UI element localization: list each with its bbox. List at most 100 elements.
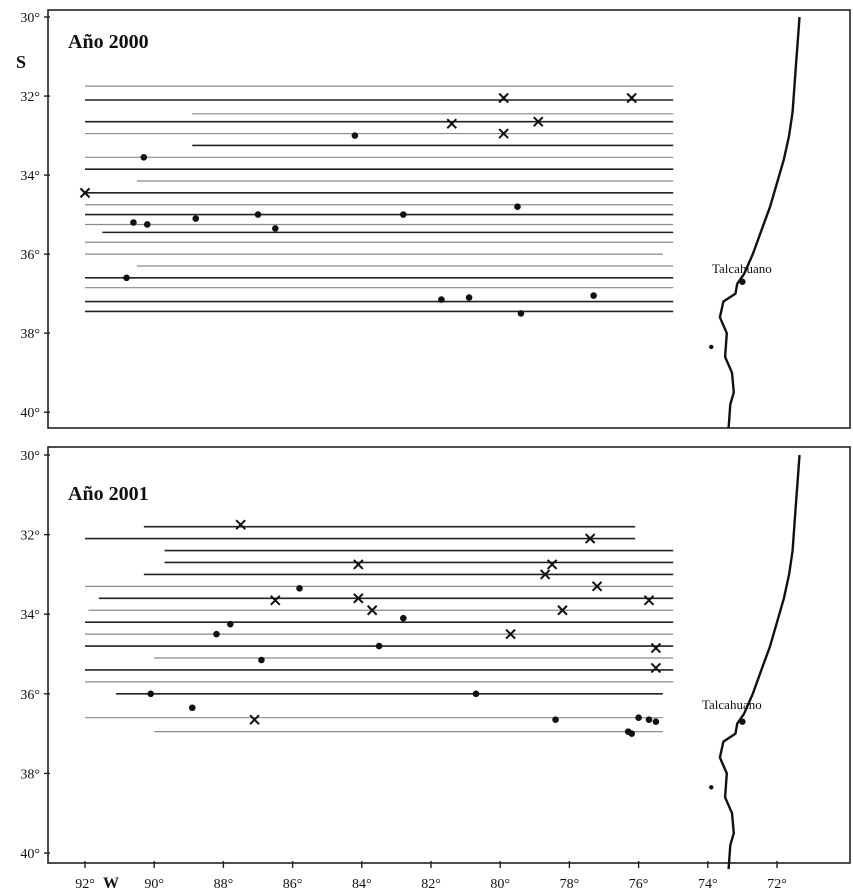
lon-tick-label: 86°	[283, 877, 303, 892]
port-marker	[739, 718, 746, 725]
station-cross	[650, 642, 662, 654]
cross-stroke	[79, 187, 91, 199]
station-cross	[353, 593, 364, 604]
station-dot	[400, 614, 407, 622]
latitude-axis: 30° 32° 34° 36° 38° 40°	[20, 449, 50, 862]
longitude-axis: 92° 90° 88° 86° 84° 82° 80° 78° 76° 74° 72°	[75, 861, 787, 892]
station-cross	[533, 116, 544, 127]
cross-stroke	[584, 533, 596, 544]
transect-lines	[85, 525, 674, 733]
station-dot	[143, 221, 151, 228]
cross-stroke	[650, 642, 662, 654]
lat-tick-label: 36°	[20, 688, 40, 703]
chile-coastline	[709, 454, 801, 870]
station-cross	[353, 559, 364, 570]
station-cross	[366, 605, 378, 616]
cross-stroke	[353, 559, 364, 570]
station-dot	[645, 716, 653, 723]
station-cross	[546, 559, 558, 570]
lon-tick-label: 78°	[560, 877, 580, 892]
longitude-hemisphere-label: W	[103, 875, 119, 892]
island-mocha	[709, 785, 714, 790]
station-cross	[584, 533, 596, 544]
station-dot	[140, 153, 148, 161]
lat-tick-label: 34°	[20, 169, 40, 184]
coastline	[718, 454, 801, 870]
cross-stroke	[626, 92, 637, 104]
lon-tick-label: 90°	[144, 877, 164, 892]
station-dot	[652, 718, 660, 725]
station-cross	[505, 628, 516, 640]
station-cross	[498, 92, 509, 104]
lon-tick-label: 82°	[421, 877, 441, 892]
cross-stroke	[539, 569, 551, 580]
station-dot	[514, 203, 521, 210]
station-dot	[628, 730, 635, 737]
cross-stroke	[591, 581, 603, 592]
lon-tick-label: 80°	[490, 877, 510, 892]
lat-tick-label: 34°	[20, 608, 40, 623]
island-mocha	[709, 344, 714, 350]
lat-tick-label: 30°	[20, 11, 40, 26]
station-dot	[472, 690, 480, 698]
cross-stroke	[546, 559, 558, 570]
station-dot	[123, 274, 130, 282]
station-markers	[147, 519, 662, 737]
port-label: Talcahuano	[702, 697, 762, 712]
latitude-hemisphere-label: S	[16, 52, 26, 72]
cross-stroke	[353, 593, 364, 604]
station-dot	[465, 294, 473, 301]
cross-stroke	[505, 628, 516, 640]
station-dot	[375, 642, 383, 650]
station-markers	[79, 92, 637, 317]
map-frame	[47, 446, 851, 864]
port-marker	[739, 278, 746, 285]
station-dot	[590, 292, 597, 299]
lat-tick-label: 32°	[20, 529, 40, 544]
latitude-axis: 30° 32° 34° 36° 38° 40°	[20, 11, 50, 421]
station-dot	[296, 585, 303, 592]
station-cross	[79, 187, 91, 199]
lon-tick-label: 74°	[698, 877, 718, 892]
station-dot	[351, 132, 359, 139]
coastline	[718, 16, 801, 429]
station-cross	[446, 118, 457, 129]
station-dot	[254, 211, 262, 218]
station-cross	[235, 519, 246, 530]
cross-stroke	[235, 519, 246, 530]
lat-tick-label: 40°	[20, 847, 40, 862]
station-cross	[270, 595, 281, 606]
station-cross	[643, 595, 655, 606]
cross-stroke	[446, 118, 457, 129]
station-dot	[192, 215, 200, 222]
lon-tick-label: 76°	[629, 877, 649, 892]
station-dot	[258, 656, 265, 664]
transect-lines	[85, 85, 674, 313]
cross-stroke	[498, 92, 509, 104]
map-frame	[47, 9, 851, 429]
station-dot	[227, 620, 234, 628]
station-cross	[249, 714, 260, 725]
station-dot	[147, 690, 155, 698]
map-panel-2000: 30° 32° 34° 36° 38° 40° Año 2000 S Talcahuano	[16, 9, 851, 429]
lon-tick-label: 72°	[767, 877, 787, 892]
port-label: Talcahuano	[712, 261, 772, 276]
station-dot	[188, 704, 196, 712]
cross-stroke	[650, 662, 662, 674]
station-cross	[626, 92, 637, 104]
cross-stroke	[557, 605, 568, 616]
lat-tick-label: 32°	[20, 90, 40, 105]
cross-stroke	[249, 714, 260, 725]
lat-tick-label: 38°	[20, 327, 40, 342]
cross-stroke	[643, 595, 655, 606]
lon-tick-label: 88°	[214, 877, 234, 892]
cross-stroke	[498, 128, 509, 139]
station-cross	[498, 128, 509, 139]
lat-tick-label: 36°	[20, 248, 40, 263]
station-dot	[130, 219, 137, 226]
cross-stroke	[366, 605, 378, 616]
lon-tick-label: 92°	[75, 877, 95, 892]
lon-tick-label: 84°	[352, 877, 372, 892]
station-dot	[400, 211, 407, 218]
